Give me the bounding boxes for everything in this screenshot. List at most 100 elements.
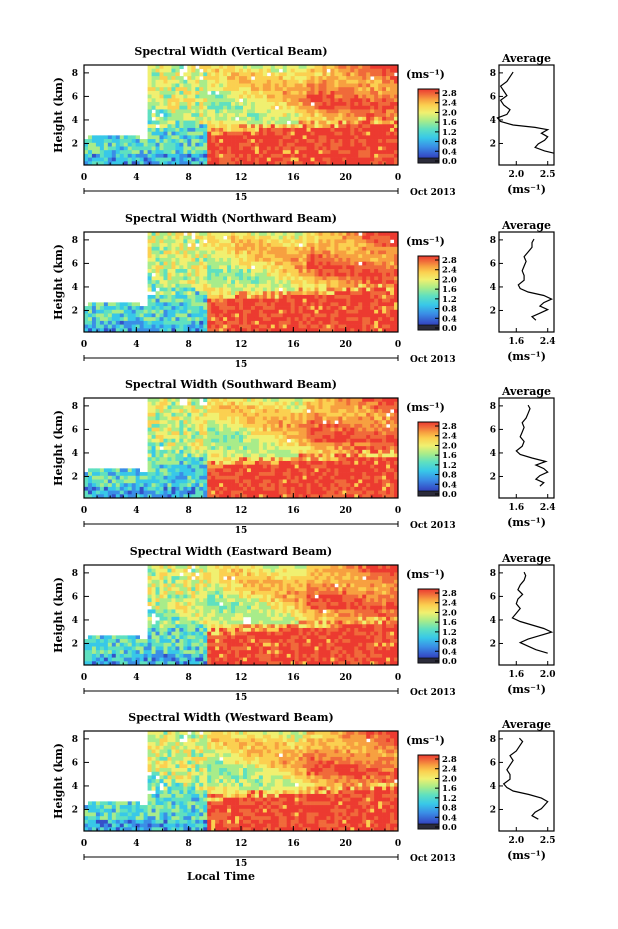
heatmap-cell <box>179 87 184 92</box>
heatmap-cell <box>187 309 192 314</box>
heatmap-cell <box>155 65 160 70</box>
heatmap-cell <box>139 309 144 314</box>
heatmap-cell <box>294 276 299 281</box>
heatmap-cell <box>215 479 220 484</box>
heatmap-cell <box>286 72 292 77</box>
heatmap-cell <box>282 287 288 292</box>
heatmap-cell <box>95 472 101 477</box>
heatmap-cell <box>262 72 268 77</box>
heatmap-cell <box>123 142 129 147</box>
heatmap-cell <box>119 479 125 484</box>
heatmap-cell <box>306 298 311 303</box>
heatmap-cell <box>326 276 331 281</box>
heatmap-cell <box>270 250 276 255</box>
heatmap-cell <box>115 479 121 484</box>
heatmap-cell <box>107 317 113 322</box>
heatmap-cell <box>151 250 156 255</box>
heatmap-cell <box>203 479 208 484</box>
heatmap-cell <box>183 446 188 451</box>
heatmap-cell <box>239 405 244 410</box>
heatmap-cell <box>366 135 371 140</box>
heatmap-cell <box>207 102 212 107</box>
heatmap-cell <box>167 313 172 318</box>
heatmap-cell <box>103 142 109 147</box>
heatmap-cell <box>147 246 152 251</box>
heatmap-cell <box>175 254 180 259</box>
heatmap-cell <box>203 90 208 95</box>
heatmap-cell <box>254 116 260 121</box>
heatmap-cell <box>346 79 351 84</box>
heatmap-cell <box>322 283 327 288</box>
heatmap-cell <box>370 265 375 270</box>
heatmap-cell <box>306 416 311 421</box>
heatmap-cell <box>195 435 200 440</box>
heatmap-cell <box>290 405 295 410</box>
heatmap-cell <box>254 494 260 499</box>
heatmap-cell <box>155 324 160 329</box>
heatmap-cell <box>239 83 244 88</box>
heatmap-cell <box>131 309 137 314</box>
heatmap-cell <box>254 442 260 447</box>
heatmap-cell <box>235 483 240 488</box>
heatmap-cell <box>235 142 240 147</box>
heatmap-cell <box>346 294 351 300</box>
heatmap-cell <box>370 157 375 162</box>
heatmap-cell <box>219 457 224 462</box>
heatmap-cell <box>175 416 180 421</box>
heatmap-cell <box>95 142 101 147</box>
heatmap-cell <box>350 87 355 92</box>
heatmap-cell <box>302 142 307 147</box>
heatmap-cell <box>179 280 184 285</box>
heatmap-cell <box>274 317 280 322</box>
heatmap-cell <box>278 102 284 107</box>
heatmap-cell <box>231 87 236 92</box>
heatmap-cell <box>262 250 268 255</box>
heatmap-cell <box>223 272 228 277</box>
heatmap-cell <box>394 250 399 255</box>
heatmap-cell <box>187 250 192 255</box>
heatmap-cell <box>227 261 232 266</box>
heatmap-cell <box>270 309 276 314</box>
heatmap-cell <box>382 306 387 311</box>
heatmap-cell <box>131 161 137 166</box>
heatmap-cell <box>274 120 280 125</box>
heatmap-cell <box>199 102 204 107</box>
heatmap-cell <box>203 460 208 466</box>
heatmap-cell <box>107 320 113 325</box>
heatmap-cell <box>167 102 172 107</box>
heatmap-cell <box>195 306 200 311</box>
heatmap-cell <box>358 302 363 307</box>
heatmap-cell <box>242 298 248 303</box>
heatmap-cell <box>290 483 295 488</box>
heatmap-cell <box>294 460 299 466</box>
heatmap-cell <box>235 405 240 410</box>
heatmap-cell <box>254 105 260 110</box>
heatmap-cell <box>147 276 152 281</box>
heatmap-cell <box>298 460 303 466</box>
heatmap-cell <box>183 291 188 296</box>
heatmap-cell <box>286 131 292 136</box>
colorbar-tick-label: 0.8 <box>442 305 457 315</box>
heatmap-cell <box>322 157 327 162</box>
heatmap-cell <box>179 261 184 266</box>
heatmap-cell <box>219 464 224 469</box>
heatmap-cell <box>131 153 137 158</box>
heatmap-cell <box>286 146 292 151</box>
heatmap-cell <box>187 120 192 125</box>
heatmap-cell <box>135 320 140 325</box>
heatmap-cell <box>378 90 383 95</box>
heatmap-cell <box>207 490 212 495</box>
heatmap-cell <box>231 431 236 436</box>
heatmap-cell <box>326 65 331 70</box>
heatmap-cell <box>207 486 212 491</box>
heatmap-cell <box>115 150 121 155</box>
heatmap-cell <box>258 291 264 296</box>
heatmap-cell <box>274 235 280 240</box>
heatmap-cell <box>151 412 156 417</box>
heatmap-cell <box>115 142 121 147</box>
heatmap-cell <box>318 309 323 314</box>
heatmap-cell <box>342 261 347 266</box>
heatmap-cell <box>211 124 216 129</box>
heatmap-cell <box>239 87 244 92</box>
heatmap-cell <box>159 306 164 311</box>
